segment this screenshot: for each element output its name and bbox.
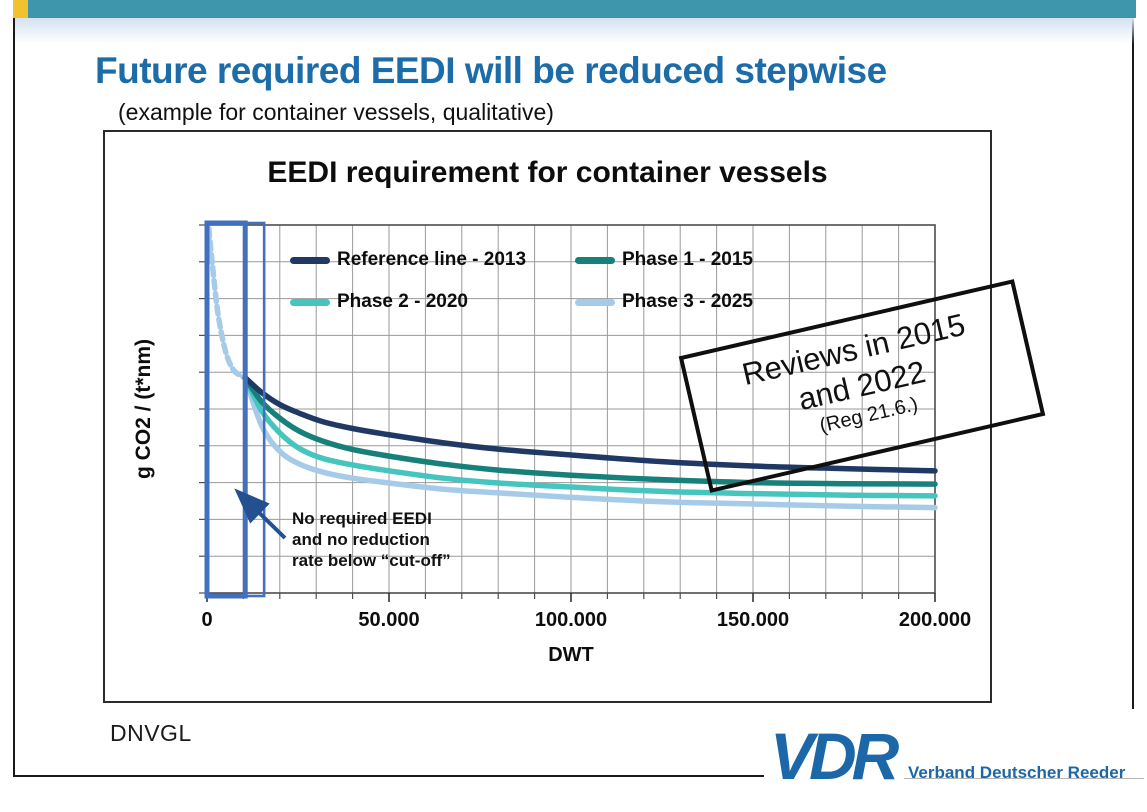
vdr-logo-name: Verband Deutscher Reeder — [908, 763, 1126, 782]
legend-item-phase-1: Phase 1 - 2015 — [575, 249, 753, 271]
vdr-logo-box: VDR Verband Deutscher Reeder — [764, 709, 1147, 807]
x-tick-label: 200.000 — [899, 609, 971, 631]
series-line-phase-3-2025 — [242, 374, 938, 511]
chart-title: EEDI requirement for container vessels — [267, 156, 828, 189]
series-line-reference-line-2013 — [242, 374, 938, 474]
accent-yellow-square — [13, 0, 28, 18]
x-tick-label: 0 — [201, 609, 212, 631]
legend-item-phase-3: Phase 3 - 2025 — [575, 291, 753, 313]
cutoff-annotation-line: rate below “cut-off” — [292, 551, 451, 570]
vdr-logo-letters: VDR — [770, 719, 900, 793]
legend-label: Phase 3 - 2025 — [622, 291, 753, 312]
top-accent-bar — [13, 0, 1136, 18]
x-axis-label: DWT — [548, 644, 594, 666]
source-label: DNVGL — [110, 720, 192, 746]
x-tick-label: 50.000 — [358, 609, 419, 631]
legend-swatch-phase-3 — [575, 298, 615, 306]
top-accent-fade — [15, 18, 1134, 44]
x-tick-label: 150.000 — [717, 609, 789, 631]
series-line-phase-2-2020 — [242, 374, 938, 499]
logo-underline — [904, 778, 1144, 779]
legend-label: Phase 1 - 2015 — [622, 249, 753, 270]
legend-label: Reference line - 2013 — [337, 249, 527, 270]
legend-label: Phase 2 - 2020 — [337, 291, 468, 312]
annotation-arrow — [234, 488, 287, 540]
page-title: Future required EEDI will be reduced ste… — [95, 50, 887, 91]
page-subtitle: (example for container vessels, qualitat… — [118, 99, 554, 125]
series-line-below-cutoff — [206, 225, 248, 381]
cutoff-annotation-line: No required EEDI — [292, 509, 432, 528]
legend-item-phase-2: Phase 2 - 2020 — [290, 291, 468, 313]
x-tick-label: 100.000 — [535, 609, 607, 631]
legend-swatch-reference-line — [290, 256, 330, 264]
legend-item-reference-line: Reference line - 2013 — [290, 249, 526, 271]
cutoff-annotation-line: and no reduction — [292, 530, 430, 549]
cutoff-annotation: No required EEDI and no reduction rate b… — [292, 508, 451, 571]
legend-swatch-phase-2 — [290, 298, 330, 306]
legend-swatch-phase-1 — [575, 256, 615, 264]
series-line-phase-1-2015 — [242, 374, 938, 487]
cutoff-highlight-box — [205, 221, 266, 598]
vdr-logo-icon: VDR — [770, 719, 905, 793]
